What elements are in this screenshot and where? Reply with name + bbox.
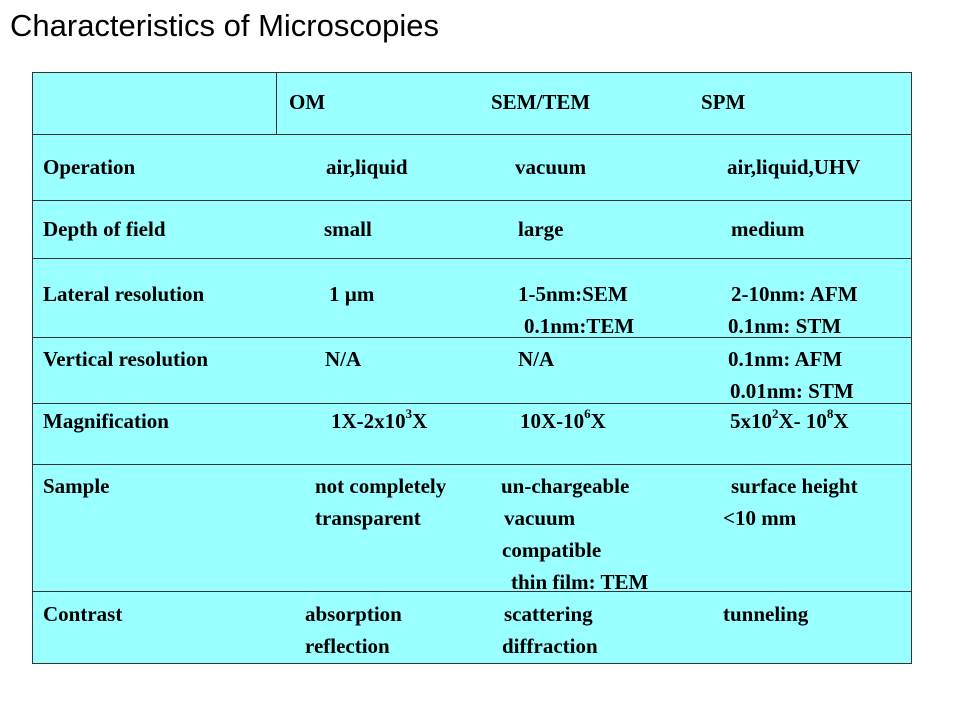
row-label-contrast: Contrast <box>43 602 123 626</box>
cell-text: 0.01nm: STM <box>730 379 854 403</box>
cell-magnification-om: 1X-2x103X <box>331 406 428 433</box>
cell-text: 1-5nm:SEM <box>518 282 628 306</box>
row-divider <box>33 258 911 259</box>
cell-text: vacuum <box>504 506 576 530</box>
row-divider <box>33 591 911 592</box>
cell-magnification-spm: 5x102X- 108X <box>730 406 849 433</box>
header-sem-tem: SEM/TEM <box>491 90 591 114</box>
cell-text: diffraction <box>502 634 598 658</box>
header-spm: SPM <box>701 90 746 114</box>
cell-text: large <box>518 217 564 241</box>
cell-text: 0.1nm: STM <box>728 314 842 338</box>
cell-text: 0.1nm:TEM <box>524 314 635 338</box>
row-divider <box>33 337 911 338</box>
cell-text: vacuum <box>515 155 587 179</box>
cell-magnification-sem: 10X-106X <box>520 406 606 433</box>
cell-text: N/A <box>518 347 555 371</box>
cell-text: tunneling <box>723 602 809 626</box>
row-divider <box>33 200 911 201</box>
row-label-depth-of-field: Depth of field <box>43 217 166 241</box>
cell-text: scattering <box>504 602 593 626</box>
cell-text: air,liquid <box>326 155 408 179</box>
cell-text: absorption <box>305 602 402 626</box>
cell-text: N/A <box>325 347 362 371</box>
page-title: Characteristics of Microscopies <box>10 8 439 43</box>
cell-text: un-chargeable <box>501 474 630 498</box>
row-divider <box>33 403 911 404</box>
row-label-sample: Sample <box>43 474 110 498</box>
header-divider <box>276 73 277 135</box>
cell-text: 1 µm <box>329 282 375 306</box>
cell-text: 0.1nm: AFM <box>728 347 843 371</box>
cell-text: thin film: TEM <box>511 570 649 594</box>
cell-text: small <box>324 217 372 241</box>
cell-text: transparent <box>315 506 421 530</box>
cell-text: air,liquid,UHV <box>727 155 861 179</box>
cell-text: 2-10nm: AFM <box>731 282 858 306</box>
cell-text: medium <box>731 217 805 241</box>
cell-text: surface height <box>731 474 858 498</box>
cell-text: <10 mm <box>723 506 797 530</box>
row-label-vertical-resolution: Vertical resolution <box>43 347 209 371</box>
row-label-lateral-resolution: Lateral resolution <box>43 282 205 306</box>
comparison-table: OM SEM/TEM SPM Operation air,liquid vacu… <box>32 72 912 664</box>
cell-text: not completely <box>315 474 447 498</box>
row-divider <box>33 464 911 465</box>
row-label-operation: Operation <box>43 155 136 179</box>
cell-text: reflection <box>305 634 390 658</box>
row-label-magnification: Magnification <box>43 409 169 433</box>
header-om: OM <box>289 90 326 114</box>
row-divider <box>33 134 911 135</box>
cell-text: compatible <box>502 538 602 562</box>
